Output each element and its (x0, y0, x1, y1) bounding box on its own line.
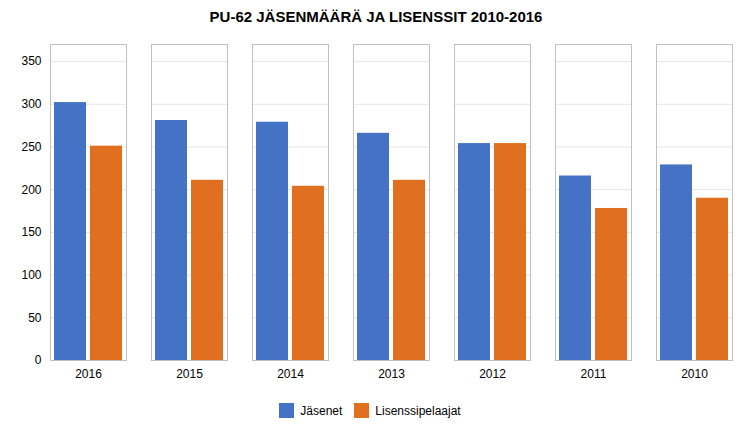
svg-text:0: 0 (35, 353, 42, 367)
svg-text:2011: 2011 (581, 367, 607, 381)
html-text:PU-62 JÄSENMÄÄRÄ JA LISENSSIT: PU-62 JÄSENMÄÄRÄ JA LISENSSIT 2010-2016 (209, 8, 543, 25)
svg-text:2012: 2012 (479, 367, 506, 381)
svg-text:300: 300 (21, 97, 41, 111)
svg-text:350: 350 (21, 54, 41, 68)
html-text:Lisenssipelaajat: Lisenssipelaajat (375, 403, 461, 418)
svg-text:2014: 2014 (277, 367, 304, 381)
svg-text:2016: 2016 (75, 367, 102, 381)
svg-text:50: 50 (28, 311, 42, 325)
svg-text:2013: 2013 (378, 367, 405, 381)
svg-text:2015: 2015 (176, 367, 203, 381)
svg-text:250: 250 (21, 140, 41, 154)
svg-text:200: 200 (21, 183, 41, 197)
svg-text:150: 150 (21, 225, 41, 239)
html-text:Jäsenet: Jäsenet (300, 403, 343, 418)
svg-text:100: 100 (21, 268, 41, 282)
svg-text:2010: 2010 (681, 367, 708, 381)
